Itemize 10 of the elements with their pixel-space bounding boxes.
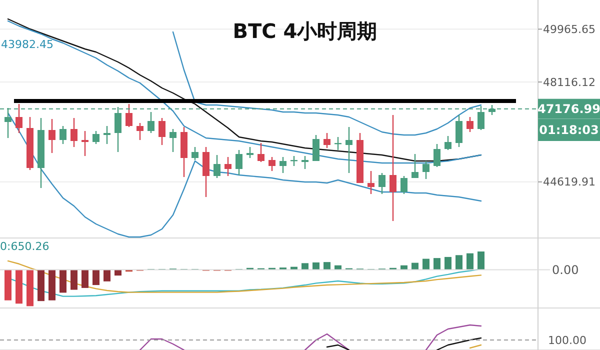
ref-line-label: 0.00 [552, 262, 579, 277]
y-tick-label: 44619.91 [543, 176, 596, 189]
y-tick-label: 48116.12 [543, 76, 596, 89]
annotation: 43982.45 [1, 38, 54, 51]
text: 100.00 [548, 334, 586, 347]
text: BTC 4小时周期 [232, 19, 378, 43]
y-tick-label: 49965.65 [543, 23, 596, 36]
annotation: 0:650.26 [0, 240, 50, 253]
ref-line-label: 47176.99 [537, 102, 600, 116]
text: 01:18:03 [539, 123, 599, 138]
